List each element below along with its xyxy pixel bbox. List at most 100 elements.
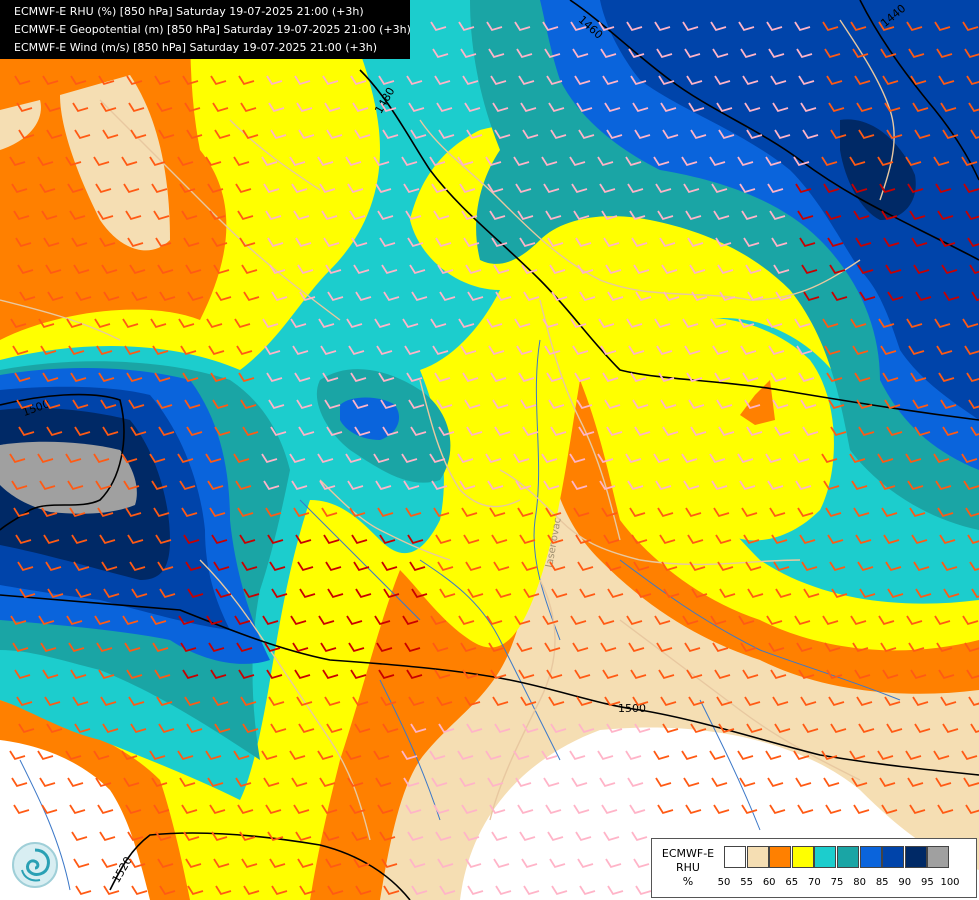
wind-barb (407, 237, 424, 248)
wind-barb (933, 156, 950, 167)
wind-barb (153, 804, 170, 815)
wind-barb (127, 237, 144, 248)
wind-barb (404, 345, 421, 356)
wind-barb (910, 75, 927, 86)
wind-barb (521, 858, 538, 869)
wind-barb (909, 804, 926, 815)
wind-barb (517, 210, 534, 221)
wind-barb (661, 561, 678, 572)
legend-label-55: 55 (740, 877, 753, 888)
wind-barb (878, 615, 895, 626)
wind-barb (541, 453, 558, 464)
wind-barb (462, 75, 479, 86)
wind-barb (598, 318, 615, 329)
wind-barb (572, 345, 589, 356)
wind-barb (289, 453, 306, 464)
wind-barb (569, 453, 586, 464)
wind-barb (268, 399, 285, 410)
wind-barb (772, 102, 789, 113)
wind-barb (177, 453, 194, 464)
wind-barb (44, 696, 61, 707)
wind-barb (210, 372, 227, 383)
wind-barb (829, 561, 846, 572)
wind-barb (743, 237, 760, 248)
wind-barb (326, 129, 343, 140)
wind-barb (576, 399, 593, 410)
wind-barb (123, 183, 140, 194)
wind-barb (265, 210, 282, 221)
wind-barb (71, 831, 88, 842)
wind-barb (464, 399, 481, 410)
wind-barb (570, 318, 587, 329)
wind-barb (626, 318, 643, 329)
wind-barb (213, 264, 230, 275)
wind-barb (909, 210, 926, 221)
wind-barb (461, 507, 478, 518)
wind-barb (291, 183, 308, 194)
wind-barb (152, 345, 169, 356)
wind-barb (858, 723, 875, 734)
wind-barb (324, 696, 341, 707)
wind-barb (155, 831, 172, 842)
legend-label-60: 60 (762, 877, 776, 888)
wind-barb (935, 777, 952, 788)
wind-barb (801, 264, 818, 275)
wind-barb (523, 588, 540, 599)
wind-barb (378, 669, 395, 680)
wind-barb (429, 750, 446, 761)
wind-barb (179, 480, 196, 491)
wind-barb (38, 615, 55, 626)
wind-barb (154, 669, 171, 680)
wind-barb (13, 210, 30, 221)
wind-barb (380, 399, 397, 410)
wind-barb (826, 372, 843, 383)
wind-barb (768, 345, 785, 356)
wind-barb (261, 750, 278, 761)
wind-barb (435, 831, 452, 842)
wind-barb (267, 534, 284, 545)
wind-barb (546, 669, 563, 680)
wind-barb (149, 750, 166, 761)
wind-barb (240, 696, 257, 707)
wind-barb (208, 642, 225, 653)
wind-barb (269, 264, 286, 275)
wind-barb (489, 210, 506, 221)
wind-barb (327, 588, 344, 599)
wind-barb (908, 345, 925, 356)
wind-barb (320, 642, 337, 653)
wind-barb (858, 426, 875, 437)
wind-barb (437, 561, 454, 572)
wind-barb (489, 804, 506, 815)
wind-barb (403, 480, 420, 491)
wind-barb (237, 210, 254, 221)
wind-barb (656, 345, 673, 356)
wind-barb (829, 264, 846, 275)
wind-barb (211, 831, 228, 842)
wind-barb (157, 858, 174, 869)
wind-barb (658, 372, 675, 383)
wind-barb (936, 345, 953, 356)
wind-barb (37, 453, 54, 464)
wind-barb (42, 669, 59, 680)
wind-barb (75, 291, 92, 302)
wind-barb (350, 669, 367, 680)
wind-barb (576, 102, 593, 113)
legend-label-80: 80 (853, 877, 866, 888)
wind-barb (206, 615, 223, 626)
wind-barb (263, 183, 280, 194)
wind-barb (126, 75, 143, 86)
wind-barb (662, 426, 679, 437)
wind-barb (938, 669, 955, 680)
wind-barb (653, 750, 670, 761)
wind-barb (293, 507, 310, 518)
wind-barb (831, 588, 848, 599)
wind-barb (907, 480, 924, 491)
legend-swatch-8 (904, 846, 927, 868)
wind-barb (352, 102, 369, 113)
wind-barb (657, 507, 674, 518)
wind-barb (350, 372, 367, 383)
wind-barb (40, 642, 57, 653)
wind-barb (717, 264, 734, 275)
wind-barb (962, 615, 979, 626)
wind-barb (714, 669, 731, 680)
